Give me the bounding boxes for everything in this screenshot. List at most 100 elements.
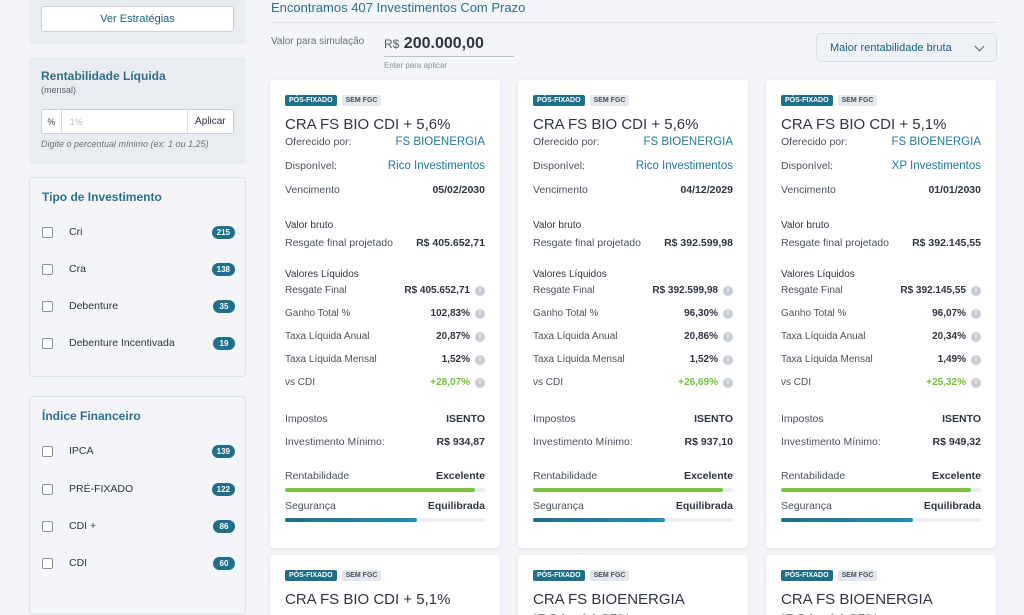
profitability-value: Excelente bbox=[435, 470, 485, 482]
investment-card[interactable]: PÓS-FIXADO SEM FGC CRA FS BIO CDI + 5,1%… bbox=[766, 80, 996, 548]
info-icon[interactable]: i bbox=[723, 331, 733, 342]
info-icon[interactable]: i bbox=[723, 308, 733, 319]
simulation-label: Valor para simulação bbox=[271, 36, 365, 47]
available-row: Disponível: XP Investimentos bbox=[781, 160, 981, 172]
fgc-tag: SEM FGC bbox=[589, 570, 630, 581]
card-tags: PÓS-FIXADO SEM FGC bbox=[533, 95, 630, 106]
fgc-tag: SEM FGC bbox=[341, 95, 382, 106]
info-icon[interactable]: i bbox=[971, 354, 981, 365]
filter-option-cdi-plus[interactable]: CDI + 86 bbox=[42, 517, 235, 535]
investment-card[interactable]: PÓS-FIXADO SEM FGC CRA FS BIO CDI + 5,1% bbox=[270, 555, 500, 615]
filter-option-debenture-incentivada[interactable]: Debenture Incentivada 19 bbox=[42, 334, 235, 352]
header-divider bbox=[271, 22, 997, 23]
count-badge: 138 bbox=[211, 262, 235, 276]
simulation-input[interactable]: R$ 200.000,00 bbox=[384, 35, 514, 57]
filter-option-cri[interactable]: Cri 215 bbox=[42, 223, 235, 241]
info-icon[interactable]: i bbox=[723, 377, 733, 388]
taxes-value: ISENTO bbox=[694, 413, 733, 425]
filter-option-cra[interactable]: Cra 138 bbox=[42, 260, 235, 278]
card-tags: PÓS-FIXADO SEM FGC bbox=[533, 570, 630, 581]
info-icon[interactable]: i bbox=[971, 308, 981, 319]
info-icon[interactable]: i bbox=[475, 308, 485, 319]
vs-cdi-value: +26,69% bbox=[678, 377, 718, 388]
investment-card[interactable]: PÓS-FIXADO SEM FGC CRA FS BIO CDI + 5,6%… bbox=[518, 80, 748, 548]
taxes-label: Impostos bbox=[285, 413, 328, 425]
apply-button[interactable]: Aplicar bbox=[186, 110, 233, 133]
filter-label: IPCA bbox=[69, 445, 94, 457]
issuer-link[interactable]: FS BIOENERGIA bbox=[395, 136, 485, 148]
info-icon[interactable]: i bbox=[475, 377, 485, 388]
info-icon[interactable]: i bbox=[971, 285, 981, 296]
info-icon[interactable]: i bbox=[971, 377, 981, 388]
checkbox[interactable] bbox=[42, 226, 53, 238]
total-gain-label: Ganho Total % bbox=[533, 308, 599, 319]
investment-type-title: Tipo de Investimento bbox=[42, 190, 162, 204]
available-label: Disponível: bbox=[781, 160, 833, 172]
checkbox[interactable] bbox=[42, 337, 53, 349]
net-return-title: Rentabilidade Líquida bbox=[41, 69, 166, 83]
total-gain-value: 96,07% bbox=[932, 308, 966, 319]
info-icon[interactable]: i bbox=[971, 331, 981, 342]
min-investment-label: Investimento Mínimo: bbox=[781, 436, 881, 448]
monthly-net-rate-row: Taxa Líquida Mensal 1,52% i bbox=[285, 354, 485, 365]
count-badge: 19 bbox=[213, 336, 235, 350]
available-label: Disponível: bbox=[285, 160, 337, 172]
gross-value-heading: Valor bruto bbox=[781, 220, 830, 231]
checkbox[interactable] bbox=[42, 520, 53, 532]
info-icon[interactable]: i bbox=[723, 285, 733, 296]
filter-label: Debenture Incentivada bbox=[69, 337, 175, 349]
checkbox[interactable] bbox=[42, 263, 53, 275]
total-gain-row: Ganho Total % 96,30% i bbox=[533, 308, 733, 319]
issuer-link[interactable]: FS BIOENERGIA bbox=[643, 136, 733, 148]
filter-option-cdi[interactable]: CDI 60 bbox=[42, 554, 235, 572]
offered-by-label: Oferecido por: bbox=[285, 136, 352, 148]
taxes-row: Impostos ISENTO bbox=[781, 413, 981, 425]
percent-input[interactable] bbox=[61, 116, 187, 127]
monthly-net-rate-row: Taxa Líquida Mensal 1,52% i bbox=[533, 354, 733, 365]
count-badge: 215 bbox=[211, 225, 235, 239]
card-tags: PÓS-FIXADO SEM FGC bbox=[285, 570, 382, 581]
card-title: CRA FS BIO CDI + 5,1% bbox=[781, 116, 947, 133]
investment-card[interactable]: PÓS-FIXADO SEM FGC CRA FS BIOENERGIA IPC… bbox=[518, 555, 748, 615]
checkbox[interactable] bbox=[42, 557, 53, 569]
info-icon[interactable]: i bbox=[475, 285, 485, 296]
min-investment-label: Investimento Mínimo: bbox=[533, 436, 633, 448]
simulation-amount[interactable]: 200.000,00 bbox=[403, 35, 484, 52]
broker-link[interactable]: XP Investimentos bbox=[891, 160, 981, 172]
checkbox[interactable] bbox=[42, 483, 53, 495]
info-icon[interactable]: i bbox=[475, 331, 485, 342]
investment-card[interactable]: PÓS-FIXADO SEM FGC CRA FS BIO CDI + 5,6%… bbox=[270, 80, 500, 548]
filter-option-ipca[interactable]: IPCA 139 bbox=[42, 442, 235, 460]
annual-net-rate-label: Taxa Líquida Anual bbox=[781, 331, 866, 342]
total-gain-label: Ganho Total % bbox=[781, 308, 847, 319]
min-investment-value: R$ 934,87 bbox=[436, 436, 485, 448]
checkbox[interactable] bbox=[42, 445, 53, 457]
financial-index-title: Índice Financeiro bbox=[42, 409, 141, 423]
strategies-panel: Ver Estratégias bbox=[29, 0, 246, 44]
sort-dropdown[interactable]: Maior rentabilidade bruta bbox=[816, 33, 997, 62]
broker-link[interactable]: Rico Investimentos bbox=[387, 160, 485, 172]
net-return-subtitle: (mensal) bbox=[41, 85, 77, 95]
simulation-hint: Enter para aplicar bbox=[384, 61, 448, 70]
net-return-filter: Rentabilidade Líquida (mensal) % Aplicar… bbox=[29, 57, 246, 164]
info-icon[interactable]: i bbox=[475, 354, 485, 365]
filter-option-debenture[interactable]: Debenture 35 bbox=[42, 297, 235, 315]
checkbox[interactable] bbox=[42, 300, 53, 312]
broker-link[interactable]: Rico Investimentos bbox=[635, 160, 733, 172]
profitability-row: Rentabilidade Excelente bbox=[285, 470, 485, 482]
chevron-down-icon bbox=[974, 41, 985, 52]
final-redemption-value: R$ 392.145,55 bbox=[900, 285, 966, 296]
filter-option-pre-fixado[interactable]: PRÉ-FIXADO 122 bbox=[42, 480, 235, 498]
security-value: Equilibrada bbox=[427, 500, 485, 512]
final-redemption-label: Resgate Final bbox=[533, 285, 595, 296]
investment-card[interactable]: PÓS-FIXADO SEM FGC CRA FS BIOENERGIA IPC… bbox=[766, 555, 996, 615]
monthly-net-rate-row: Taxa Líquida Mensal 1,49% i bbox=[781, 354, 981, 365]
maturity-label: Vencimento bbox=[285, 184, 340, 196]
issuer-link[interactable]: FS BIOENERGIA bbox=[891, 136, 981, 148]
min-investment-label: Investimento Mínimo: bbox=[285, 436, 385, 448]
total-gain-row: Ganho Total % 102,83% i bbox=[285, 308, 485, 319]
min-investment-row: Investimento Mínimo: R$ 949,32 bbox=[781, 436, 981, 448]
strategies-button[interactable]: Ver Estratégias bbox=[41, 6, 234, 32]
info-icon[interactable]: i bbox=[723, 354, 733, 365]
projected-redemption-label: Resgate final projetado bbox=[285, 237, 393, 249]
